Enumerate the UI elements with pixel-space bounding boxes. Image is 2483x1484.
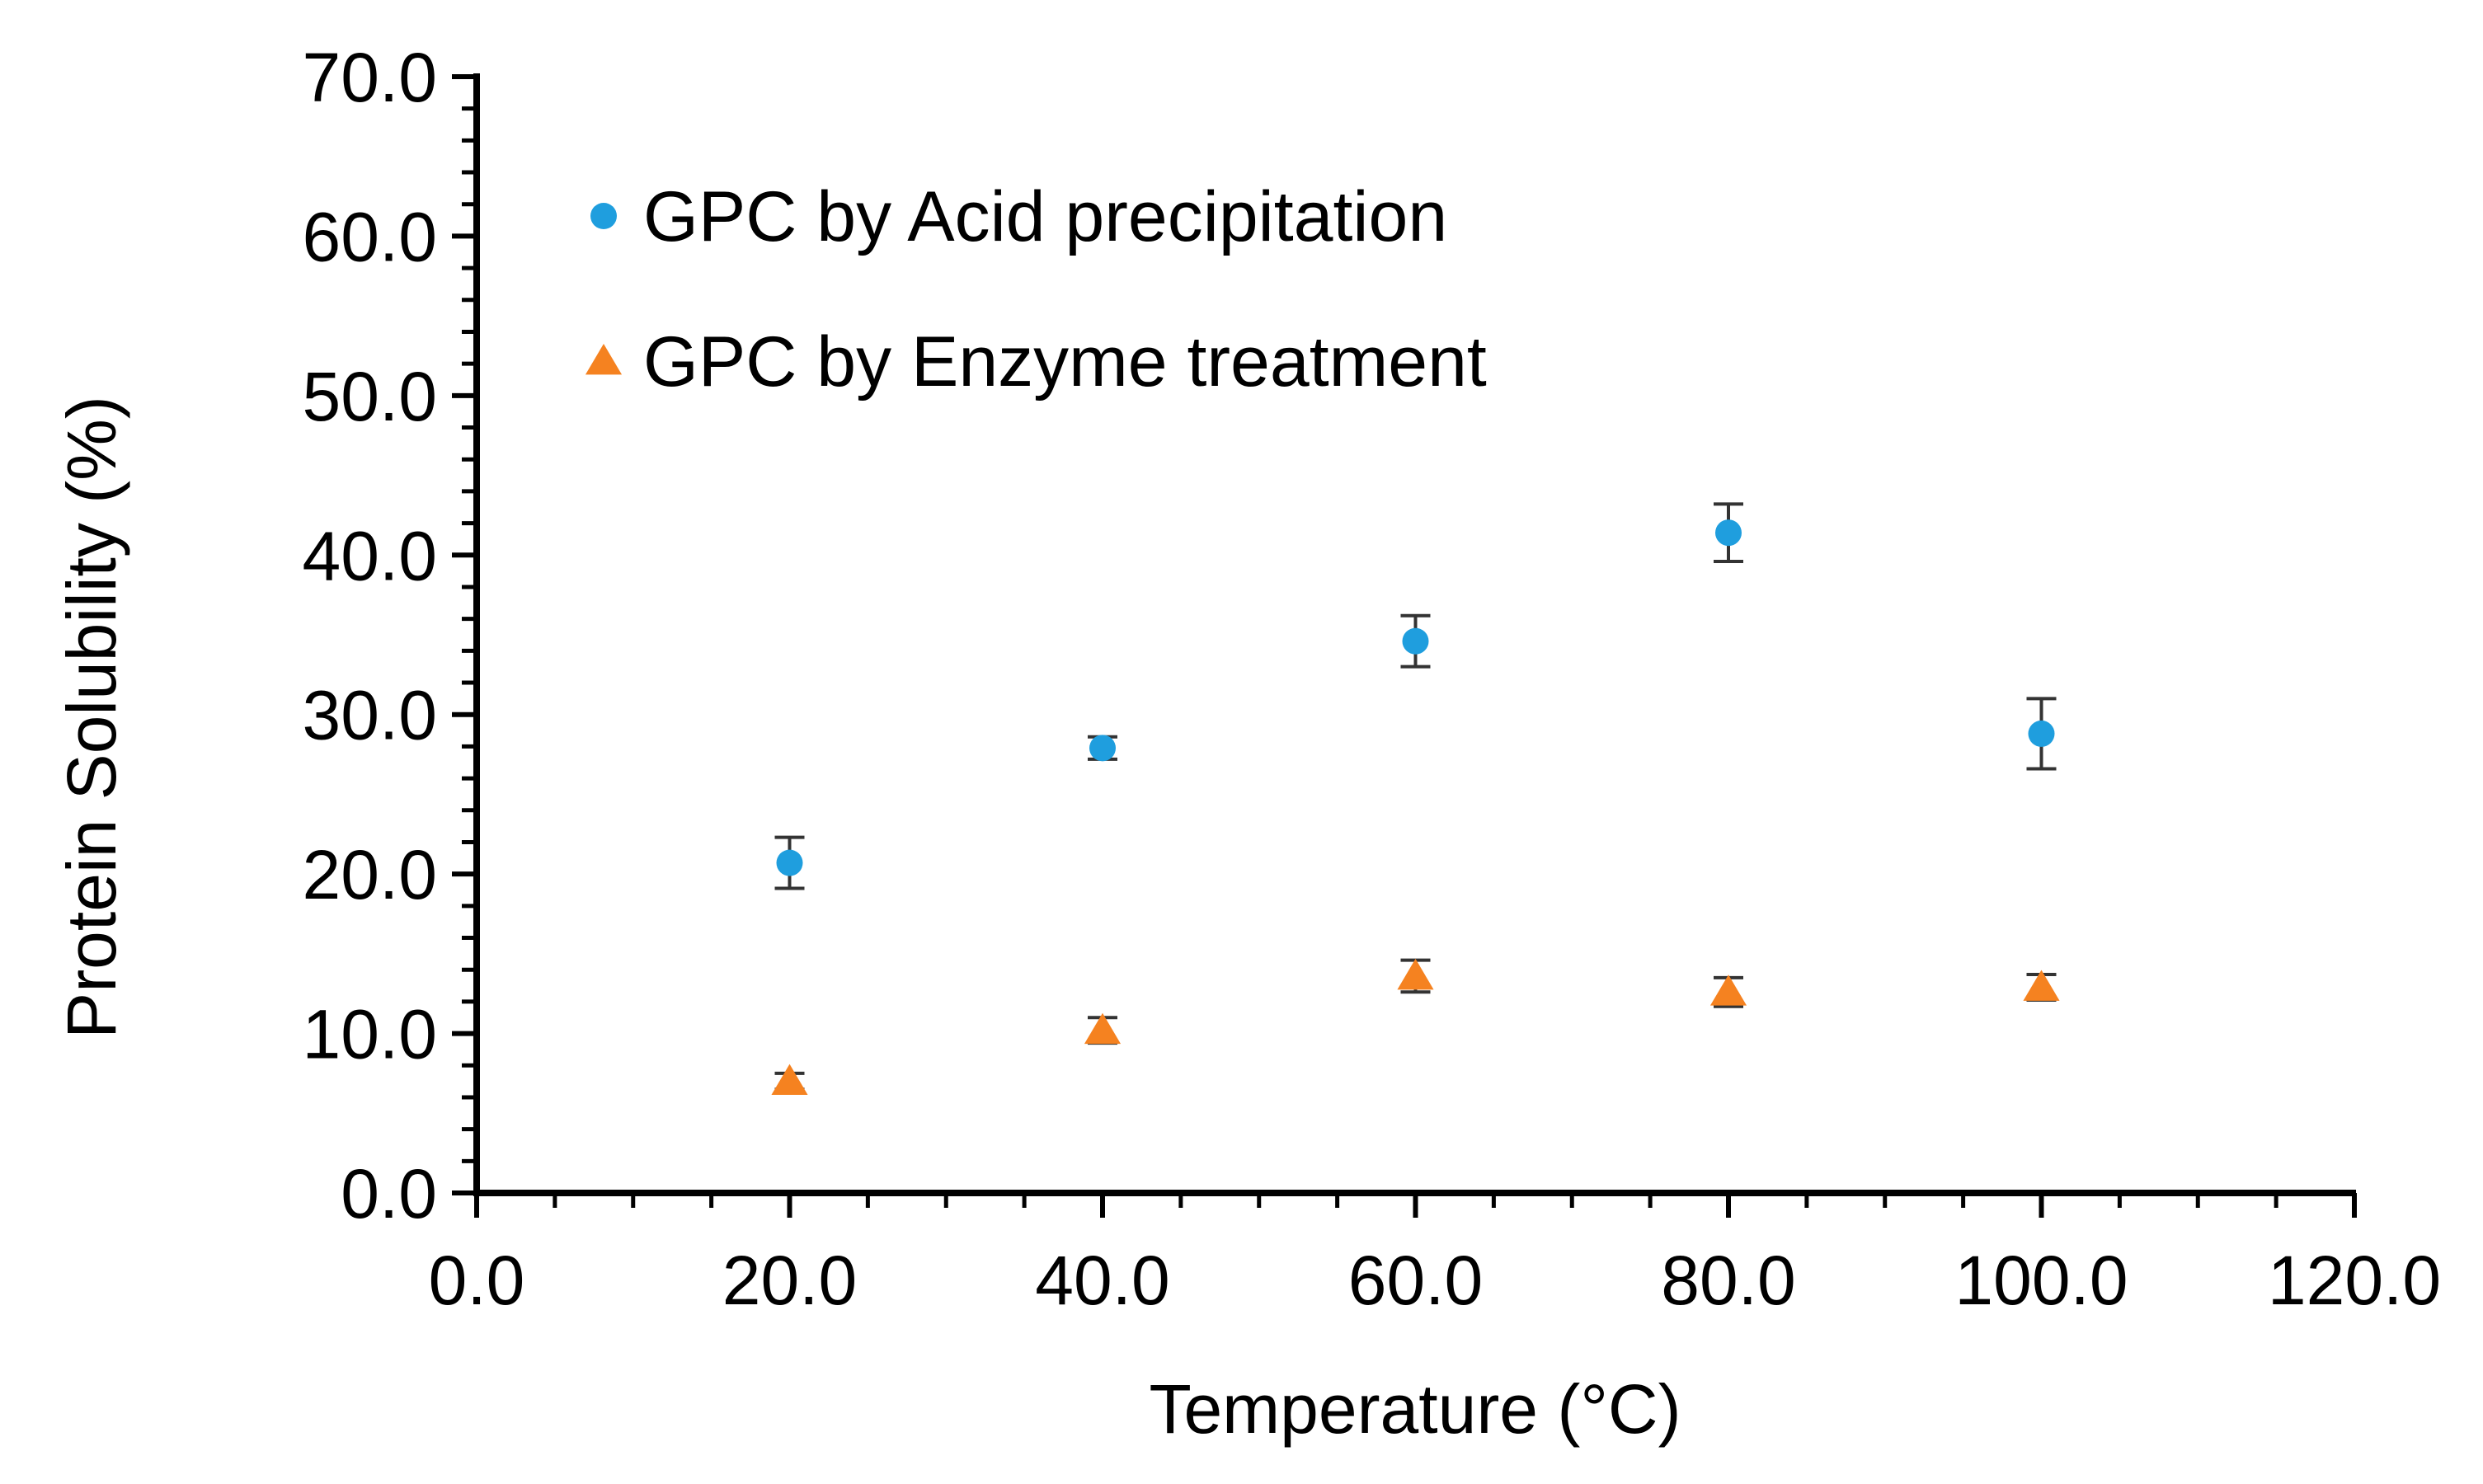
data-point <box>2028 720 2055 747</box>
y-tick-label: 0.0 <box>341 1155 437 1233</box>
y-tick-label: 40.0 <box>303 517 438 594</box>
tick-labels: 0.0 20.0 40.0 60.0 80.0 100.0 120.0 0.0 10.0 20.0… <box>303 39 2442 1319</box>
series-acid-precipitation <box>774 502 2057 890</box>
data-point <box>776 849 803 876</box>
data-point <box>1397 958 1434 990</box>
y-tick-label: 60.0 <box>303 198 438 275</box>
x-tick-label: 60.0 <box>1348 1242 1484 1319</box>
x-tick-label: 120.0 <box>2268 1242 2441 1319</box>
y-tick-label: 50.0 <box>303 358 438 435</box>
y-axis-title: Protein Solubility (%) <box>53 396 130 1039</box>
series-enzyme-treatment <box>771 958 2060 1095</box>
x-tick-label: 0.0 <box>429 1242 525 1319</box>
y-tick-label: 10.0 <box>303 996 438 1073</box>
y-tick-label: 70.0 <box>303 39 438 116</box>
legend-label: GPC by Enzyme treatment <box>643 322 1487 402</box>
legend-label: GPC by Acid precipitation <box>643 177 1447 256</box>
data-point <box>2023 970 2060 1001</box>
x-tick-label: 40.0 <box>1035 1242 1170 1319</box>
legend: GPC by Acid precipitation GPC by Enzyme t… <box>585 177 1487 402</box>
y-tick-label: 30.0 <box>303 677 438 754</box>
legend-marker <box>585 344 623 375</box>
data-point <box>1709 974 1747 1006</box>
legend-marker <box>590 203 617 229</box>
axis-ticks <box>452 74 2357 1218</box>
x-tick-label: 80.0 <box>1661 1242 1796 1319</box>
data-point <box>771 1064 808 1095</box>
y-tick-label: 20.0 <box>303 836 438 913</box>
x-tick-label: 20.0 <box>722 1242 858 1319</box>
data-point <box>1084 1012 1122 1045</box>
x-tick-label: 100.0 <box>1954 1242 2128 1319</box>
data-point <box>1402 627 1429 655</box>
data-point <box>1715 519 1742 547</box>
data-point <box>1089 735 1116 762</box>
x-axis-title: Temperature (°C) <box>1149 1370 1681 1448</box>
data-series <box>771 502 2060 1095</box>
